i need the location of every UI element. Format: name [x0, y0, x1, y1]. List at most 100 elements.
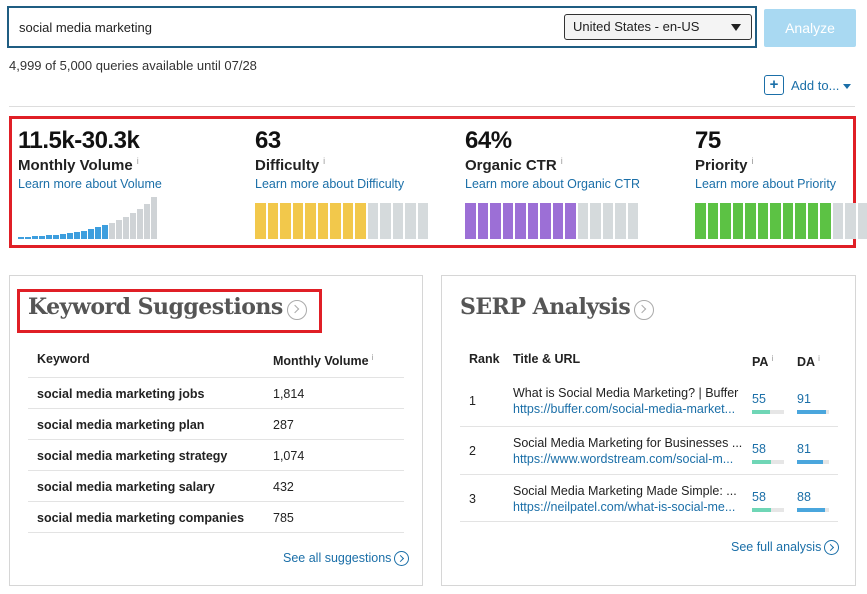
priority-value: 75 [695, 127, 721, 154]
serp-row: 3 Social Media Marketing Made Simple: ..… [460, 474, 838, 523]
meter-segment [392, 203, 403, 239]
ctr-learn-more-link[interactable]: Learn more about Organic CTR [465, 177, 641, 191]
result-url-link[interactable]: https://www.wordstream.com/social-m... [513, 452, 734, 466]
info-icon[interactable]: i [751, 156, 754, 166]
chevron-right-circle-icon[interactable] [634, 299, 655, 320]
meter-segment [355, 203, 366, 239]
rank-cell: 2 [469, 444, 476, 458]
col-pa-label: PA [752, 355, 769, 370]
volume-trend-bar [74, 232, 80, 239]
result-title: Social Media Marketing Made Simple: ... [513, 484, 737, 498]
meter-segment [720, 203, 731, 239]
result-url-link[interactable]: https://buffer.com/social-media-market..… [513, 402, 736, 416]
volume-trend-bar [95, 227, 101, 239]
meter-segment [757, 203, 768, 239]
col-title-url: Title & URL [513, 352, 581, 366]
priority-meter [695, 203, 867, 239]
keyword-cell: social media marketing companies [37, 511, 245, 525]
meter-segment [292, 203, 303, 239]
metric-organic-ctr: 64% Organic CTR i Learn more about Organi… [465, 127, 640, 191]
table-row[interactable]: social media marketing jobs 1,814 [28, 377, 404, 409]
arrow-right-circle-icon [394, 551, 410, 567]
table-row[interactable]: social media marketing strategy 1,074 [28, 439, 404, 471]
info-icon[interactable]: i [560, 156, 563, 166]
meter-segment [490, 203, 501, 239]
meter-segment [477, 203, 488, 239]
col-da: DA i [797, 354, 820, 369]
keyword-suggestions-header: Keyword Suggestions [28, 294, 307, 320]
pa-value: 58 [752, 490, 766, 504]
meter-segment [615, 203, 626, 239]
difficulty-label: Difficulty [255, 157, 320, 174]
meter-segment [502, 203, 513, 239]
pa-value: 55 [752, 392, 766, 406]
meter-segment [515, 203, 526, 239]
meter-segment [627, 203, 638, 239]
chevron-right-circle-icon[interactable] [286, 299, 307, 320]
info-icon[interactable]: i [323, 156, 326, 166]
info-icon[interactable]: i [136, 156, 139, 166]
see-full-analysis-link[interactable]: See full analysis [731, 540, 840, 556]
chevron-down-icon [731, 24, 741, 31]
meter-segment [280, 203, 291, 239]
keyword-suggestions-panel [9, 275, 423, 586]
arrow-right-circle-icon [824, 540, 840, 556]
meter-segment [707, 203, 718, 239]
table-row[interactable]: social media marketing companies 785 [28, 501, 404, 533]
volume-trend-bar [39, 236, 45, 239]
serp-analysis-header: SERP Analysis [460, 294, 655, 320]
volume-trend-bar [102, 225, 108, 239]
search-bar: United States - en-US [7, 6, 757, 48]
da-value: 91 [797, 392, 811, 406]
volume-learn-more-link[interactable]: Learn more about Volume [18, 177, 162, 191]
difficulty-learn-more-link[interactable]: Learn more about Difficulty [255, 177, 405, 191]
ctr-meter [465, 203, 638, 239]
locale-select[interactable]: United States - en-US [564, 14, 752, 40]
metric-volume: 11.5k-30.3k Monthly Volume i Learn more a… [18, 127, 162, 191]
see-all-suggestions-link[interactable]: See all suggestions [283, 551, 410, 567]
meter-segment [602, 203, 613, 239]
analyze-button[interactable]: Analyze [764, 9, 856, 47]
info-icon[interactable]: i [818, 354, 820, 363]
meter-segment [417, 203, 428, 239]
keyword-suggestions-title: Keyword Suggestions [28, 294, 283, 320]
meter-segment [405, 203, 416, 239]
meter-segment [732, 203, 743, 239]
pa-bar [752, 508, 784, 512]
keyword-cell: social media marketing plan [37, 418, 205, 432]
volume-trend-bar [46, 235, 52, 239]
meter-segment [267, 203, 278, 239]
volume-trend-bars [18, 195, 198, 239]
metric-priority: 75 Priority i Learn more about Priority [695, 127, 836, 191]
result-title: Social Media Marketing for Businesses ..… [513, 436, 743, 450]
volume-trend-bar [144, 204, 150, 239]
meter-segment [782, 203, 793, 239]
da-value: 88 [797, 490, 811, 504]
ctr-value: 64% [465, 127, 512, 154]
priority-learn-more-link[interactable]: Learn more about Priority [695, 177, 837, 191]
meter-segment [465, 203, 476, 239]
da-bar [797, 508, 829, 512]
table-row[interactable]: social media marketing salary 432 [28, 470, 404, 502]
difficulty-meter [255, 203, 428, 239]
serp-row: 2 Social Media Marketing for Businesses … [460, 426, 838, 475]
volume-cell: 432 [273, 480, 294, 494]
result-title: What is Social Media Marketing? | Buffer [513, 386, 739, 400]
meter-segment [255, 203, 266, 239]
volume-cell: 287 [273, 418, 294, 432]
table-row[interactable]: social media marketing plan 287 [28, 408, 404, 440]
keyword-search-input[interactable] [19, 8, 559, 46]
meter-segment [807, 203, 818, 239]
meter-segment [770, 203, 781, 239]
volume-trend-bar [32, 236, 38, 239]
info-icon[interactable]: i [771, 354, 774, 363]
da-bar [797, 410, 829, 414]
da-bar [797, 460, 829, 464]
priority-label: Priority [695, 157, 748, 174]
info-icon[interactable]: i [371, 353, 374, 362]
see-all-suggestions-label: See all suggestions [283, 551, 392, 565]
meter-segment [367, 203, 378, 239]
volume-trend-bar [60, 234, 66, 239]
result-url-link[interactable]: https://neilpatel.com/what-is-social-me.… [513, 500, 736, 514]
rank-cell: 1 [469, 394, 476, 408]
